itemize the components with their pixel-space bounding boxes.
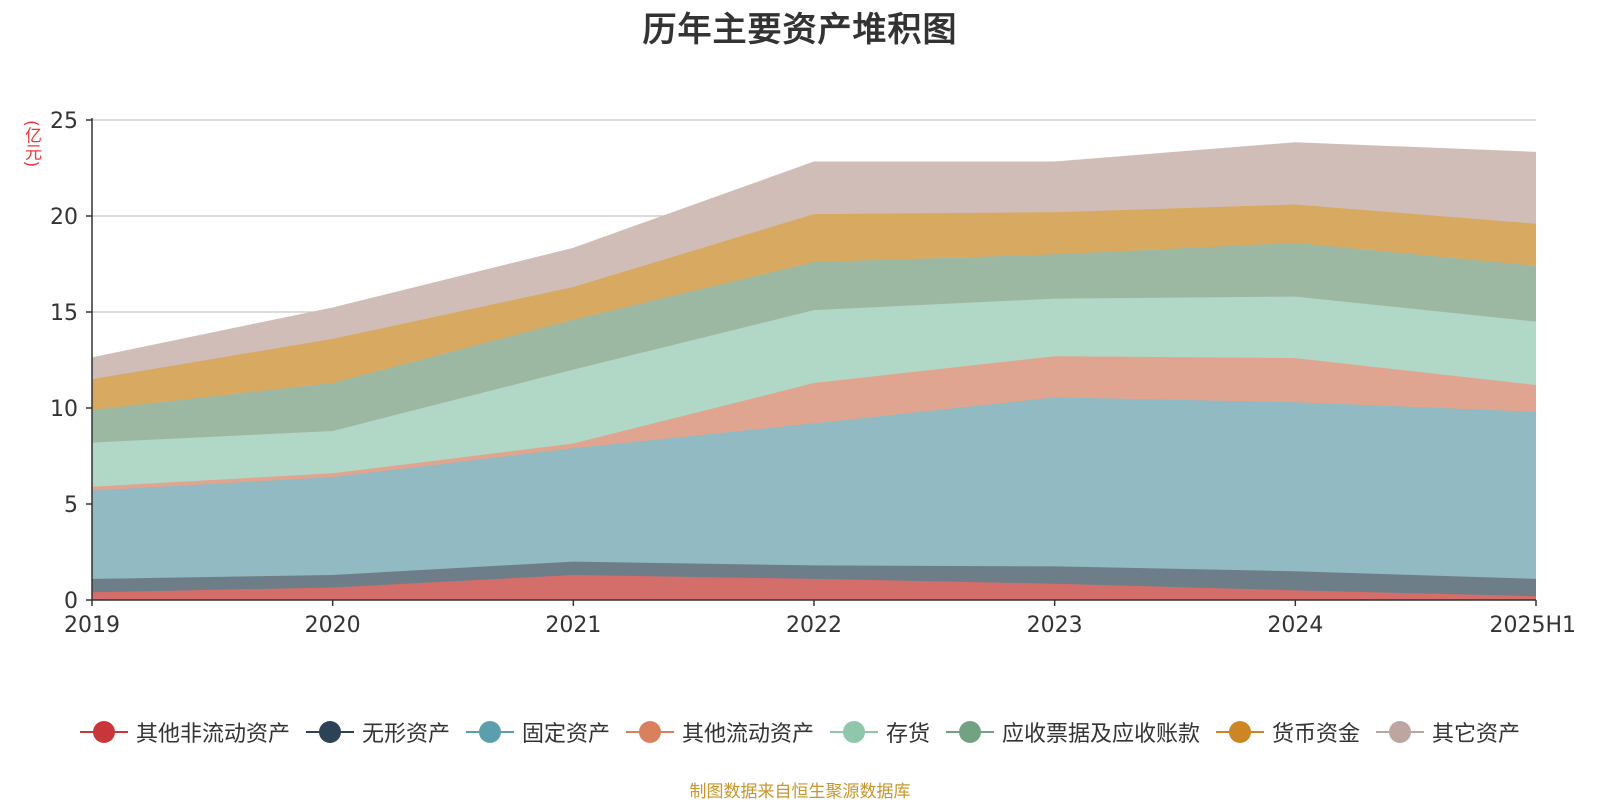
area-无形资产 <box>92 561 1536 597</box>
legend-label: 应收票据及应收账款 <box>1002 722 1201 747</box>
legend-marker-icon <box>1216 720 1265 744</box>
legend-marker-icon <box>625 720 674 744</box>
y-tick-label: 10 <box>50 397 78 422</box>
area-存货 <box>92 296 1536 487</box>
area-货币资金 <box>92 204 1536 410</box>
y-tick-label: 25 <box>50 109 78 134</box>
y-tick-label: 0 <box>64 589 78 614</box>
x-tick-label: 2019 <box>64 613 120 638</box>
legend-item[interactable]: 货币资金 <box>1216 716 1360 748</box>
axes: 0 5 10 15 20 25 2019 2020 2021 2022 2023 2024 2025H1 <box>50 109 1576 638</box>
legend-marker-icon <box>946 720 995 744</box>
legend-item[interactable]: 存货 <box>830 716 930 748</box>
legend-label: 无形资产 <box>361 722 450 747</box>
legend-item[interactable]: 无形资产 <box>305 716 450 748</box>
x-tick-label: 2023 <box>1027 613 1083 638</box>
area-固定资产 <box>92 397 1536 579</box>
legend-marker-icon <box>1376 720 1425 744</box>
legend-label: 存货 <box>886 722 931 747</box>
y-tick-label: 20 <box>50 205 78 230</box>
legend-label: 其它资产 <box>1432 722 1521 747</box>
legend-label: 固定资产 <box>521 722 610 747</box>
chart-title: 历年主要资产堆积图 <box>642 10 958 50</box>
legend-label: 其他非流动资产 <box>135 722 290 747</box>
legend-marker-icon <box>830 720 878 744</box>
x-tick-label: 2025H1 <box>1489 613 1576 638</box>
legend: 其他非流动资产 无形资产 固定资产 其他流动资产 存货 应收票据及应收账款 货币资金 其它资产 <box>0 715 1600 749</box>
legend-item[interactable]: 其它资产 <box>1376 716 1520 748</box>
area-其他流动资产 <box>92 356 1536 491</box>
legend-item[interactable]: 其他流动资产 <box>625 716 814 748</box>
x-tick-label: 2020 <box>305 613 361 638</box>
area-其它资产 <box>92 143 1536 380</box>
legend-label: 货币资金 <box>1272 722 1361 747</box>
legend-item[interactable]: 固定资产 <box>465 716 610 748</box>
y-tick-label: 15 <box>50 301 78 326</box>
legend-marker-icon <box>305 720 354 744</box>
y-tick-label: 5 <box>64 493 78 518</box>
area-series <box>91 142 1537 600</box>
legend-item[interactable]: 其他非流动资产 <box>79 716 290 748</box>
area-edge-其它资产 <box>91 142 1537 359</box>
legend-label: 其他流动资产 <box>681 722 814 747</box>
legend-marker-icon <box>465 720 514 744</box>
x-tick-label: 2021 <box>545 613 601 638</box>
x-tick-label: 2022 <box>786 613 842 638</box>
legend-marker-icon <box>79 720 128 744</box>
source-note: 制图数据来自恒生聚源数据库 <box>689 782 911 802</box>
stacked-area-chart: 0 5 10 15 20 25 2019 2020 2021 2022 2023 2024 2025H1 <box>50 109 1576 638</box>
area-应收票据及应收账款 <box>92 242 1536 443</box>
legend-item[interactable]: 应收票据及应收账款 <box>946 716 1200 748</box>
y-axis-unit-label: (亿元) <box>21 120 41 168</box>
x-tick-label: 2024 <box>1267 613 1323 638</box>
